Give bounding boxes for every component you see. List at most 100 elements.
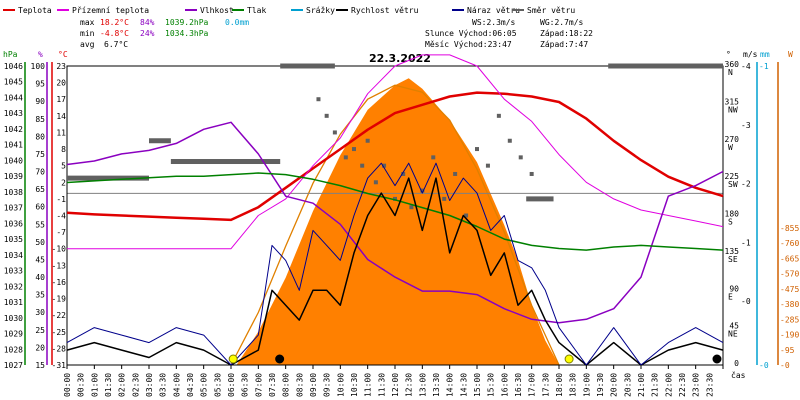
wind-direction-bar xyxy=(280,63,335,69)
wind-direction-point xyxy=(316,97,321,102)
stat-max-label: max xyxy=(80,18,95,27)
wind-direction-point xyxy=(431,155,436,160)
series-line xyxy=(66,91,724,222)
stat-avg-label: avg xyxy=(80,40,95,49)
wind-direction-point xyxy=(442,196,447,201)
series-line xyxy=(67,54,724,250)
wind-tick-label: -1 xyxy=(741,238,751,247)
time-tick-label: 18:30 xyxy=(569,373,578,397)
temperature-tick-label: -25 xyxy=(52,328,67,337)
wind-direction-point xyxy=(409,205,414,210)
sun-rise-icon xyxy=(228,354,238,364)
time-tick-label: 00:00 xyxy=(63,373,72,397)
humidity-tick-label: 80 xyxy=(35,132,45,141)
time-tick-label: 17:00 xyxy=(528,373,537,397)
time-tick-label: 05:30 xyxy=(213,373,222,397)
pressure-tick-label: 1036 xyxy=(4,219,23,228)
rain-tick-label: -0 xyxy=(759,361,769,370)
temperature-tick-label: 20 xyxy=(56,79,66,88)
chart-title: 22.3.2022 xyxy=(369,52,431,65)
wind-direction-point xyxy=(365,138,370,143)
time-tick-label: 08:30 xyxy=(295,373,304,397)
time-tick-label: 12:00 xyxy=(391,373,400,397)
pressure-tick-label: 1044 xyxy=(4,93,23,102)
direction-compass-label: S xyxy=(728,218,733,227)
temperature-tick-label: 11 xyxy=(56,128,66,137)
wind-direction-point xyxy=(352,147,356,152)
pressure-tick-label: 1041 xyxy=(4,141,23,150)
legend-label: Teplota xyxy=(18,6,52,15)
solar-tick-label: -475 xyxy=(780,285,799,294)
direction-tick-label: 270 xyxy=(725,135,740,144)
temperature-tick-label: -1 xyxy=(56,195,66,204)
temperature-tick-label: -16 xyxy=(52,278,67,287)
stat-avg-temp: 6.7°C xyxy=(104,40,128,49)
wind-direction-point xyxy=(464,213,469,218)
pressure-tick-label: 1046 xyxy=(4,62,23,71)
time-tick-label: 09:00 xyxy=(309,373,318,397)
wind-tick-label: -0 xyxy=(741,297,751,306)
solar-tick-label: -570 xyxy=(780,270,799,279)
time-tick-label: 19:30 xyxy=(596,373,605,397)
time-tick-label: 22:30 xyxy=(678,373,687,397)
stat-max-rain: 0.0mm xyxy=(225,18,249,27)
axis-units: hPa % °C ° m/s mm W čas xyxy=(3,50,793,380)
time-tick-label: 11:00 xyxy=(364,373,373,397)
solar-tick-label: -190 xyxy=(780,331,799,340)
solar-tick-label: -665 xyxy=(780,254,799,263)
humidity-tick-label: 90 xyxy=(35,97,45,106)
time-tick-label: 03:00 xyxy=(145,373,154,397)
solar-layer xyxy=(230,78,560,366)
pressure-tick-label: 1040 xyxy=(4,156,23,165)
series-line xyxy=(66,172,724,251)
info-wg: WG:2.7m/s xyxy=(540,18,584,27)
wind-direction-point xyxy=(529,171,534,176)
wind-direction-point xyxy=(496,113,501,118)
pressure-tick-label: 1045 xyxy=(4,78,23,87)
pressure-tick-label: 1034 xyxy=(4,251,23,260)
time-tick-label: 15:30 xyxy=(487,373,496,397)
time-tick-label: 07:30 xyxy=(268,373,277,397)
time-tick-label: 01:30 xyxy=(104,373,113,397)
temperature-tick-label: -22 xyxy=(52,311,67,320)
direction-tick-label: 0 xyxy=(734,359,739,368)
pressure-tick-label: 1035 xyxy=(4,235,23,244)
unit-solar: W xyxy=(788,50,793,59)
temperature-tick-label: 23 xyxy=(56,62,66,71)
direction-tick-label: 45 xyxy=(729,322,739,331)
direction-tick-label: 90 xyxy=(729,284,739,293)
temperature-tick-label: -7 xyxy=(56,228,66,237)
pressure-tick-label: 1032 xyxy=(4,282,23,291)
solar-tick-label: -855 xyxy=(780,224,799,233)
direction-compass-label: SE xyxy=(728,255,738,264)
info-ws: WS:2.3m/s xyxy=(472,18,516,27)
humidity-tick-label: 45 xyxy=(35,255,45,264)
temperature-tick-label: 2 xyxy=(61,178,66,187)
series-line xyxy=(66,177,724,366)
stat-min-hum: 24% xyxy=(140,29,155,38)
wind-direction-point xyxy=(373,180,378,185)
humidity-tick-label: 60 xyxy=(35,203,45,212)
temperature-tick-label: 8 xyxy=(61,145,66,154)
wind-direction-point xyxy=(360,163,365,168)
humidity-tick-label: 20 xyxy=(35,343,45,352)
moon-set-icon xyxy=(275,354,285,364)
wind-direction-point xyxy=(518,155,523,160)
temperature-tick-label: -31 xyxy=(52,361,67,370)
time-tick-label: 02:30 xyxy=(131,373,140,397)
stat-max-hum: 84% xyxy=(140,18,155,27)
unit-time: čas xyxy=(731,370,746,380)
time-tick-label: 08:00 xyxy=(282,373,291,397)
wind-direction-point xyxy=(475,147,479,152)
series-line xyxy=(66,121,724,324)
wind-direction-bar xyxy=(170,159,281,165)
unit-temp: °C xyxy=(58,50,68,59)
pressure-tick-label: 1038 xyxy=(4,188,23,197)
stat-min-temp: -4.8°C xyxy=(100,29,129,38)
unit-rain: mm xyxy=(760,50,770,59)
time-tick-label: 04:00 xyxy=(172,373,181,397)
wind-direction-point xyxy=(393,196,397,201)
humidity-tick-label: 70 xyxy=(35,168,45,177)
time-tick-label: 22:00 xyxy=(664,373,673,397)
